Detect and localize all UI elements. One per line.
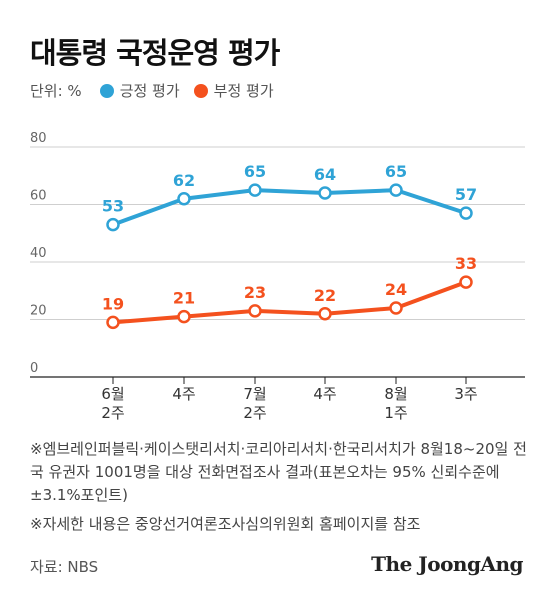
series-line-1 [111,280,468,325]
source-label: 자료: NBS [30,558,99,576]
data-label: 24 [385,280,407,299]
x-tick-label: 3주 [454,385,477,403]
footnote-survey: ※엠브레인퍼블릭·케이스탯리서치·코리아리서치·한국리서치가 8월18~20일 … [30,440,527,504]
x-tick-label: 6월 [101,385,124,403]
data-label: 57 [455,185,477,204]
y-tick-label: 60 [30,189,47,204]
data-point [318,307,332,321]
data-label: 33 [455,254,477,273]
legend-dot-positive [99,83,114,98]
data-label: 64 [314,165,336,184]
data-point [248,183,262,197]
data-label: 21 [173,289,195,308]
legend-item-positive: 긍정 평가 [99,80,180,101]
data-point [248,304,262,318]
data-label: 62 [173,171,195,190]
legend-item-negative: 부정 평가 [193,80,274,101]
x-tick-label: 4주 [172,385,195,403]
x-tick-label: 1주 [384,404,407,422]
data-point [459,275,473,289]
data-label: 23 [244,283,266,302]
y-tick-label: 40 [30,246,47,261]
x-tick-label: 2주 [101,404,124,422]
legend-label-negative: 부정 평가 [213,82,274,100]
data-point [106,217,120,232]
legend-label-positive: 긍정 평가 [119,82,180,100]
legend-dot-negative [193,83,208,98]
footnote-reference: ※자세한 내용은 중앙선거여론조사심의위원회 홈페이지를 참조 [30,515,421,533]
data-label: 22 [314,286,336,305]
data-point [389,301,403,315]
data-point [389,183,403,197]
data-label: 19 [102,294,124,313]
chart-title: 대통령 국정운영 평가 [30,36,280,70]
x-tick-label: 2주 [243,404,266,422]
data-point [459,206,473,220]
x-tick-label: 8월 [384,385,407,403]
footnotes: ※엠브레인퍼블릭·케이스탯리서치·코리아리서치·한국리서치가 8월18~20일 … [30,438,540,542]
unit-label: 단위: % [30,82,82,100]
data-point [318,186,332,200]
y-tick-label: 20 [30,304,47,319]
x-tick-label: 4주 [313,385,336,403]
data-label: 65 [244,162,266,181]
brand-logo: The JoongAng [371,552,523,576]
data-label: 53 [102,197,124,216]
x-tick-label: 7월 [243,385,266,403]
y-tick-label: 80 [30,131,47,146]
y-tick-label: 0 [30,361,38,376]
legend: 단위: % 긍정 평가 부정 평가 [30,80,274,101]
data-point [177,192,191,206]
series-line-0 [111,188,468,227]
data-point [106,315,120,330]
data-label: 65 [385,162,407,181]
data-point [177,309,191,324]
